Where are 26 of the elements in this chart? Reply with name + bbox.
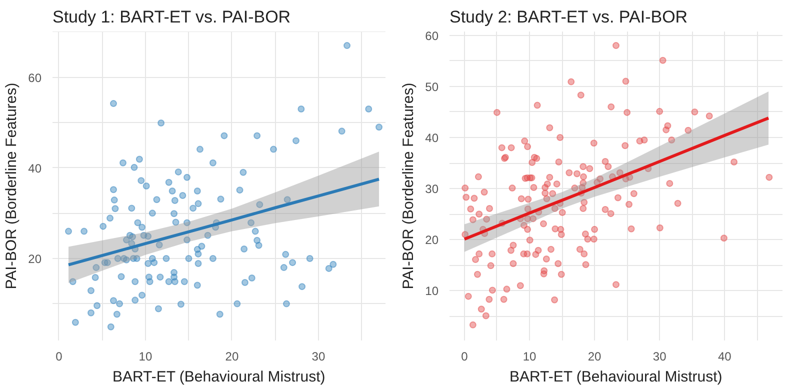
- x-tick-label: 0: [461, 350, 468, 364]
- y-tick-label: 20: [425, 233, 439, 248]
- y-tick-label: 20: [28, 252, 42, 266]
- line-series: [67, 178, 381, 266]
- x-tick-label: 10: [138, 350, 152, 364]
- y-tick-label: 50: [425, 80, 439, 94]
- y-tick-label: 30: [425, 182, 439, 196]
- y-tick-label: 60: [425, 28, 439, 43]
- x-tick-label: 40: [718, 350, 732, 364]
- x-tick-label: 20: [225, 350, 239, 364]
- x-axis-title: BART-ET (Behavioural Mistrust): [509, 368, 722, 386]
- y-axis-title: PAI-BOR (Borderline Features): [400, 82, 418, 290]
- chart-title: Study 1: BART-ET vs. PAI-BOR: [52, 8, 291, 26]
- y-tick-label: 40: [28, 161, 42, 176]
- y-tick-label: 60: [28, 70, 42, 85]
- line-series: [462, 116, 770, 241]
- y-axis-title: PAI-BOR (Borderline Features): [3, 82, 20, 290]
- x-tick-label: 20: [588, 350, 602, 364]
- x-axis-title: BART-ET (Behavioural Mistrust): [112, 368, 326, 386]
- x-tick-label: 30: [312, 350, 326, 364]
- x-tick-label: 30: [652, 350, 667, 364]
- x-tick-label: 10: [522, 350, 536, 364]
- x-tick-label: 0: [56, 350, 63, 364]
- chart-title: Study 2: BART-ET vs. PAI-BOR: [450, 8, 688, 26]
- y-tick-label: 40: [425, 130, 439, 145]
- y-tick-label: 10: [425, 284, 439, 298]
